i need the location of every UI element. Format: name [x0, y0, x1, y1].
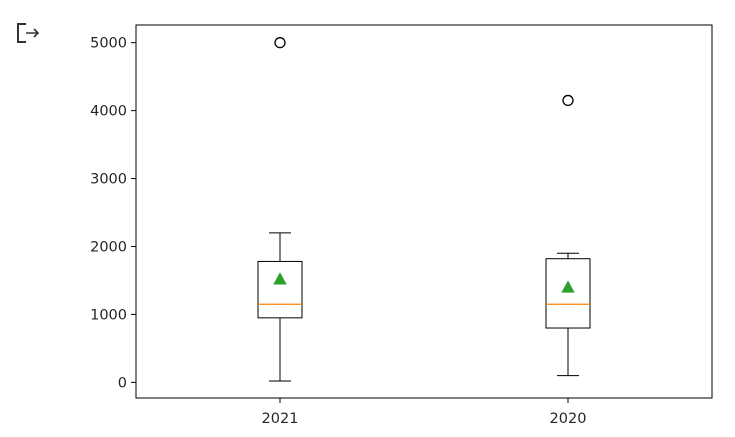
- iqr-box: [257, 260, 303, 319]
- plot-area: [257, 37, 591, 382]
- y-tick-label: 1000: [90, 307, 127, 323]
- y-tick-label: 4000: [90, 104, 127, 120]
- outlier-point: [562, 94, 574, 107]
- iqr-box: [545, 258, 591, 329]
- y-tick-label: 3000: [90, 172, 127, 188]
- box-2020: [545, 94, 591, 377]
- output-redirect-icon: [17, 23, 40, 43]
- x-tick-label: 2021: [262, 411, 299, 427]
- y-tick-label: 0: [118, 375, 127, 391]
- mean-marker: [561, 280, 575, 293]
- box-2021: [257, 37, 303, 382]
- y-tick-label: 2000: [90, 239, 127, 255]
- mean-marker: [273, 272, 287, 285]
- outlier-point: [274, 37, 286, 49]
- axes: [131, 24, 713, 403]
- axes-frame: [135, 24, 713, 399]
- x-tick-label: 2020: [550, 411, 587, 427]
- tick-labels: 0 1000 2000 3000 4000 5000 2021 2020: [90, 36, 586, 427]
- y-tick-label: 5000: [90, 36, 127, 52]
